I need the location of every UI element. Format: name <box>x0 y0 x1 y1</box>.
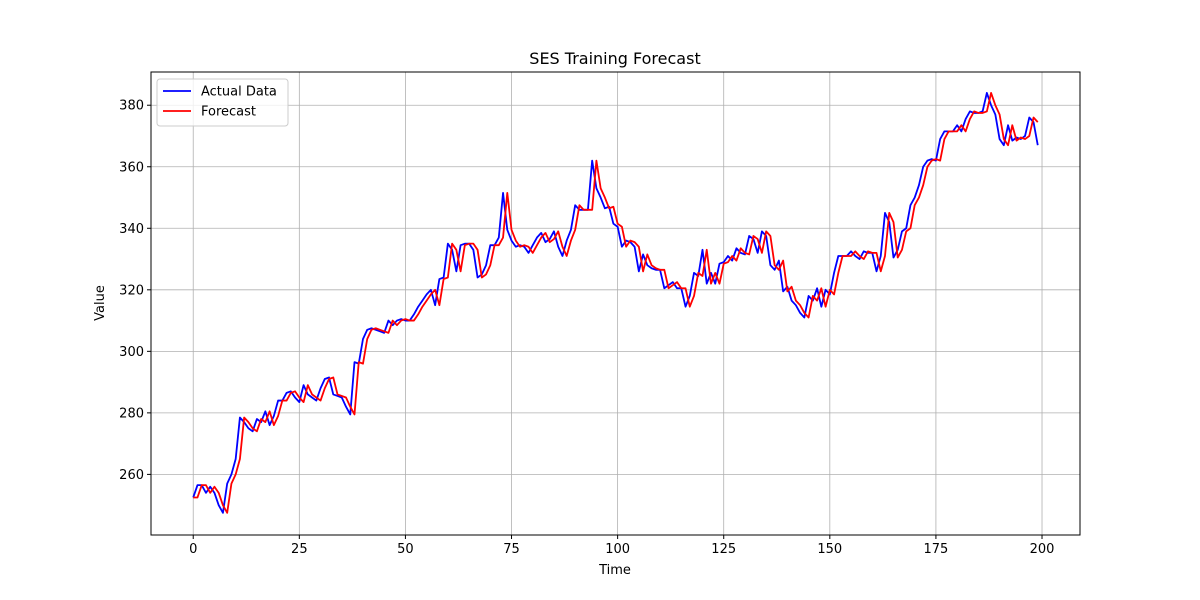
y-tick-label: 360 <box>119 160 144 175</box>
y-tick-label: 320 <box>119 283 144 298</box>
legend-label: Forecast <box>201 105 256 120</box>
plot-frame <box>150 71 1081 536</box>
x-tick-label: 0 <box>189 542 197 557</box>
x-tick-label: 25 <box>291 542 308 557</box>
chart-title: SES Training Forecast <box>529 49 700 68</box>
y-tick-label: 260 <box>119 468 144 483</box>
y-axis-label: Value <box>93 285 108 321</box>
data-line <box>193 92 1039 514</box>
y-tick-label: 380 <box>119 99 144 114</box>
x-tick-label: 125 <box>711 542 736 557</box>
y-tick-label: 340 <box>119 222 144 237</box>
x-axis-label: Time <box>598 563 631 578</box>
y-tick-label: 280 <box>119 406 144 421</box>
y-tick-label: 300 <box>119 345 144 360</box>
legend-label: Actual Data <box>201 85 277 100</box>
x-tick-label: 50 <box>397 542 414 557</box>
x-tick-label: 200 <box>1030 542 1055 557</box>
x-tick-label: 150 <box>817 542 842 557</box>
x-tick-label: 75 <box>503 542 520 557</box>
x-tick-label: 175 <box>924 542 949 557</box>
x-tick-label: 100 <box>605 542 630 557</box>
